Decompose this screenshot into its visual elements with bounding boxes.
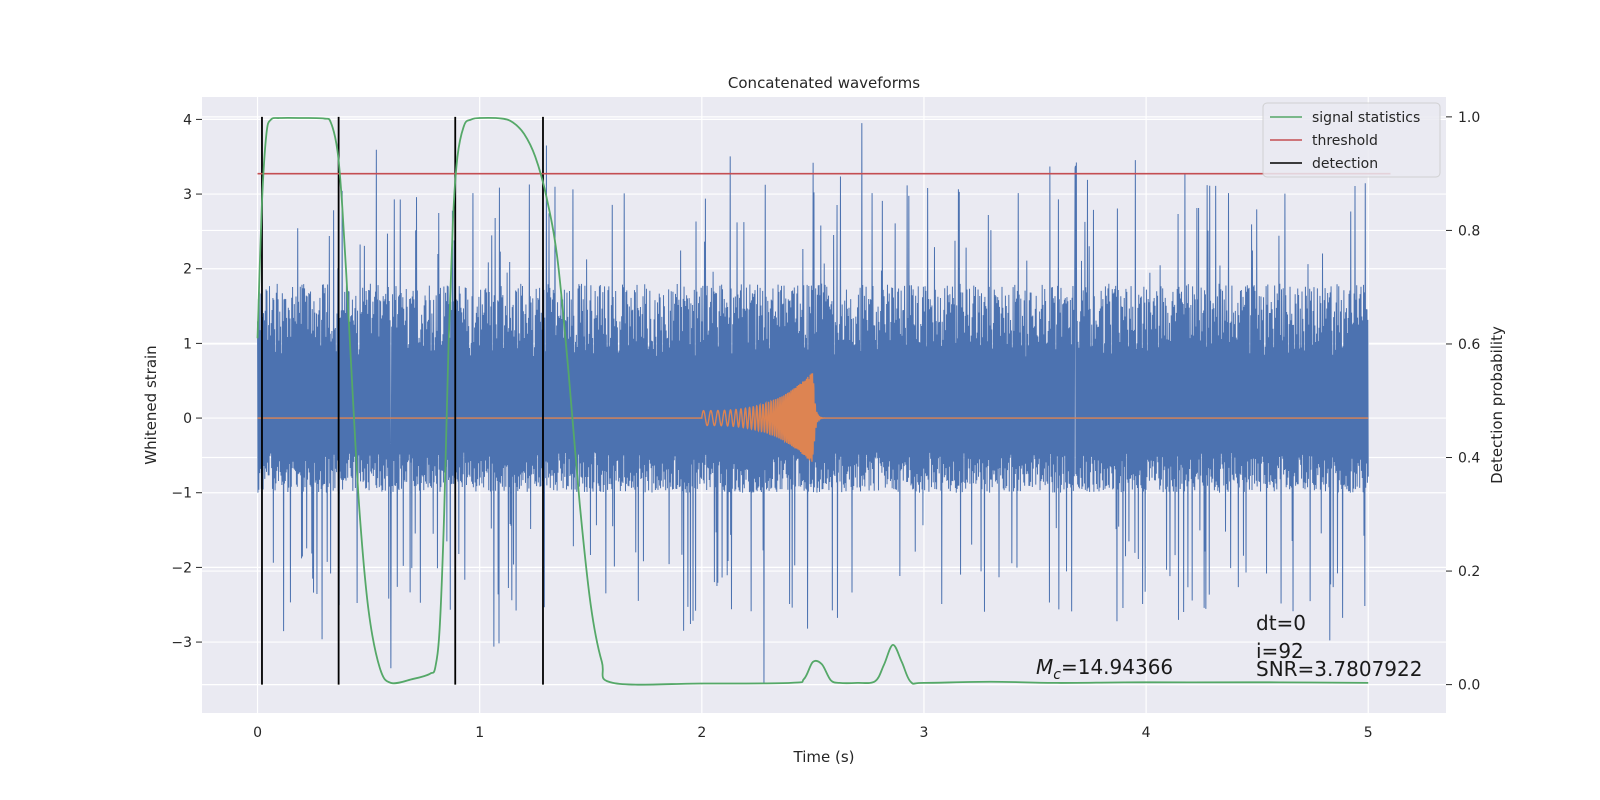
chart-title: Concatenated waveforms	[728, 74, 920, 92]
y2-tick-label: 0.4	[1458, 451, 1480, 467]
legend-label-signal-statistics: signal statistics	[1312, 110, 1420, 126]
x-tick-label: 5	[1364, 725, 1373, 741]
legend-label-threshold: threshold	[1312, 133, 1378, 149]
chirp-mass-annotation: Mc=14.94366	[1036, 655, 1173, 683]
y-tick-label: 0	[183, 411, 192, 427]
x-tick-label: 0	[253, 725, 262, 741]
snr-annotation: SNR=3.7807922	[1256, 657, 1422, 681]
index-annotation: i=92	[1256, 639, 1304, 663]
plot-area	[256, 116, 1391, 686]
dt-annotation: dt=0	[1256, 611, 1306, 635]
x-axis-label: Time (s)	[793, 748, 855, 766]
axes: 0 1 2 3 4 5 −3 −2 −1 0 1 2 3 4 0.0 0.2 0.4 0.6 0.8 1.0	[171, 110, 1480, 741]
y-tick-label: 3	[183, 187, 192, 203]
x-tick-label: 4	[1142, 725, 1151, 741]
y2-tick-label: 0.0	[1458, 678, 1480, 694]
x-tick-label: 2	[697, 725, 706, 741]
waveform-series-line	[257, 373, 1369, 462]
noise-series-line	[257, 123, 1369, 684]
y2-tick-label: 0.2	[1458, 564, 1480, 580]
legend: signal statistics threshold detection	[1262, 102, 1441, 178]
y2-tick-label: 0.8	[1458, 223, 1480, 239]
y2-tick-label: 0.6	[1458, 337, 1480, 353]
y2-axis-label: Detection probability	[1488, 326, 1506, 484]
y-tick-label: 1	[183, 336, 192, 352]
y-tick-label: −2	[171, 560, 192, 576]
y-tick-label: 4	[183, 112, 192, 128]
y-tick-label: −3	[171, 635, 192, 651]
chirp-mass-value: =14.94366	[1061, 655, 1173, 679]
y-tick-label: 2	[183, 262, 192, 278]
x-tick-label: 3	[920, 725, 929, 741]
chirp-mass-subscript: c	[1053, 667, 1061, 683]
legend-box	[1262, 102, 1441, 178]
y-axis-label: Whitened strain	[142, 345, 160, 464]
y2-tick-label: 1.0	[1458, 110, 1480, 126]
x-tick-label: 1	[475, 725, 484, 741]
chirp-mass-symbol: M	[1036, 655, 1053, 679]
signal-statistics-line	[256, 116, 1369, 686]
legend-label-detection: detection	[1312, 156, 1378, 172]
y-tick-label: −1	[171, 486, 192, 502]
